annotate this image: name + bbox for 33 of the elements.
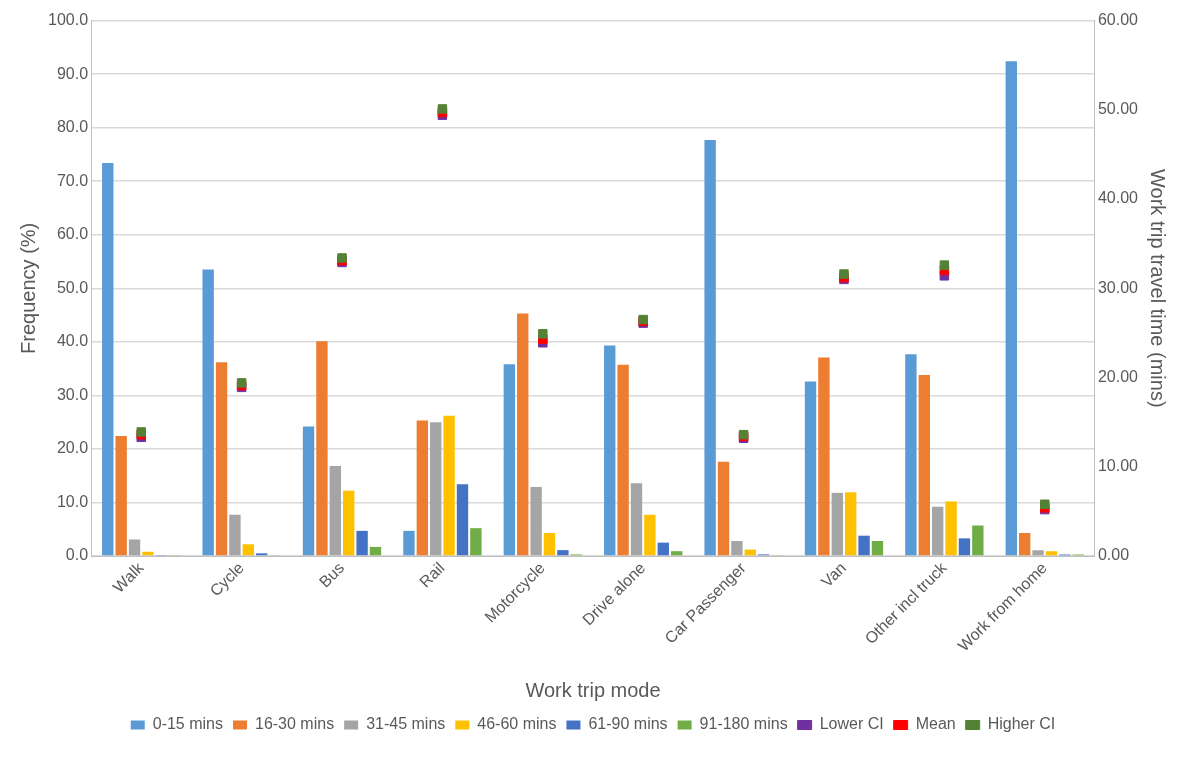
y2-tick-label: 40.00 (1097, 189, 1139, 207)
y-tick-label: 40.0 (56, 332, 89, 350)
legend-label: 46-60 mins (477, 715, 557, 733)
y-tick-label: 20.0 (56, 439, 89, 457)
y-tick-label: 90.0 (56, 64, 89, 82)
y-tick-label: 80.0 (56, 118, 89, 136)
y2-tick-label: 0.00 (1097, 546, 1130, 564)
legend-label: Lower CI (819, 715, 884, 733)
y-tick-label: 100.0 (47, 11, 89, 29)
legend-label: 31-45 mins (366, 715, 446, 733)
y2-tick-label: 30.00 (1097, 278, 1139, 296)
y-tick-label: 50.0 (56, 278, 89, 296)
y-axis-title: Frequency (%) (16, 222, 39, 354)
y-tick-label: 70.0 (56, 171, 89, 189)
y-tick-label: 30.0 (56, 385, 89, 403)
x-tick-label: Bus (315, 559, 348, 591)
legend-label: Mean (915, 715, 956, 733)
legend-label: 16-30 mins (254, 715, 335, 733)
legend-label: 91-180 mins (699, 715, 788, 733)
y-tick-label: 60.0 (56, 225, 89, 243)
y2-tick-label: 20.00 (1097, 367, 1139, 385)
x-tick-label: Van (817, 559, 850, 591)
x-axis-title: Work trip mode (525, 678, 661, 701)
legend-label: 0-15 mins (152, 715, 223, 733)
legend-label: Higher CI (987, 715, 1056, 733)
y-tick-label: 10.0 (56, 492, 89, 510)
legend-label: 61-90 mins (588, 715, 668, 733)
y2-tick-label: 60.00 (1097, 11, 1139, 29)
y2-tick-label: 50.00 (1097, 100, 1139, 118)
x-tick-label: Rail (416, 559, 448, 591)
y2-tick-label: 10.00 (1097, 457, 1139, 475)
y-tick-label: 0.0 (65, 546, 89, 564)
y2-axis-title: Work trip travel time (mins) (1147, 169, 1170, 408)
